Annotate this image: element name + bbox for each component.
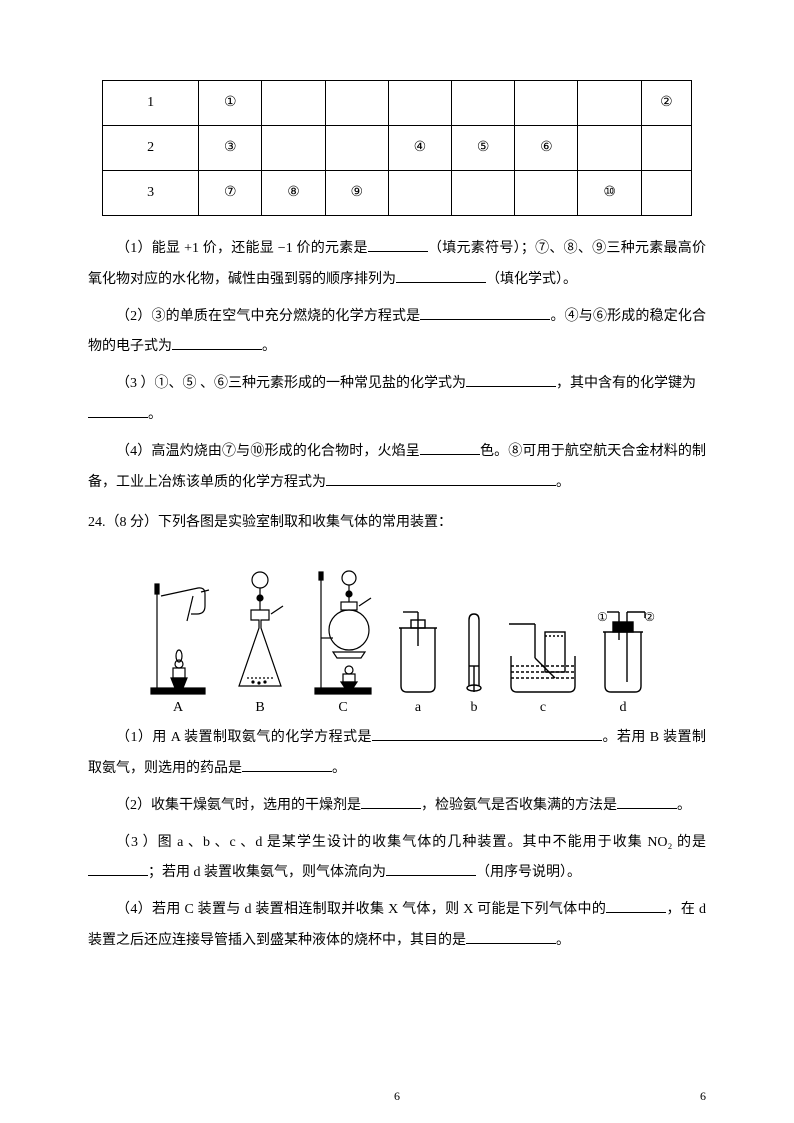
d-port-2: ②: [644, 604, 655, 630]
blank: [466, 372, 556, 387]
blank: [466, 929, 556, 944]
blank: [420, 440, 480, 455]
apparatus-b: b: [457, 606, 491, 717]
apparatus-A-svg: [143, 566, 213, 696]
s2-mid: ，检验氨气是否收集满的方法是: [421, 798, 617, 813]
cell-r2-c3: [325, 126, 388, 171]
s2-end: 。: [677, 798, 691, 813]
blank: [396, 268, 486, 283]
cell-r1-c3: [325, 81, 388, 126]
blank: [88, 403, 148, 418]
question-4: （4）高温灼烧由⑦与⑩形成的化合物时，火焰呈色。⑧可用于航空航天合金材料的制备，…: [88, 437, 706, 499]
cell-r2-c8: [641, 126, 691, 171]
apparatus-c-svg: [505, 606, 581, 696]
q1-pre: （1）能显 +1 价，还能显 −1 价的元素是: [116, 241, 368, 256]
apparatus-C: C: [307, 566, 379, 717]
apparatus-A: A: [143, 566, 213, 717]
sub-3: （3 ）图 a 、b 、c 、d 是某学生设计的收集气体的几种装置。其中不能用于…: [88, 828, 706, 890]
label-B: B: [255, 700, 264, 717]
blank: [326, 471, 556, 486]
apparatus-a: a: [393, 606, 443, 717]
cell-r3-num: 3: [103, 171, 199, 216]
cell-r3-c3: ⑨: [325, 171, 388, 216]
page-number-center: 6: [394, 1083, 400, 1109]
cell-r3-c7: ⑩: [578, 171, 641, 216]
apparatus-figure: A B: [88, 557, 706, 717]
cell-r3-c5: [452, 171, 515, 216]
sub-1: （1）用 A 装置制取氨气的化学方程式是。若用 B 装置制取氨气，则选用的药品是…: [88, 723, 706, 785]
apparatus-B: B: [227, 566, 293, 717]
cell-r1-c1: ①: [199, 81, 262, 126]
apparatus-a-svg: [393, 606, 443, 696]
label-d: d: [620, 700, 627, 717]
s4-pre: （4）若用 C 装置与 d 装置相连制取并收集 X 气体，则 X 可能是下列气体…: [116, 902, 606, 917]
cell-r3-c8: [641, 171, 691, 216]
q2-pre: （2）③的单质在空气中充分燃烧的化学方程式是: [116, 309, 420, 324]
blank: [372, 726, 602, 741]
s3-end: （用序号说明）。: [476, 865, 581, 880]
s4-end: 。: [556, 933, 570, 948]
label-c: c: [540, 700, 546, 717]
blank: [88, 861, 148, 876]
apparatus-b-svg: [457, 606, 491, 696]
s1-pre: （1）用 A 装置制取氨气的化学方程式是: [116, 730, 372, 745]
q4-end: 。: [556, 475, 570, 490]
d-port-1: ①: [597, 604, 608, 630]
question-2: （2）③的单质在空气中充分燃烧的化学方程式是。④与⑥形成的稳定化合物的电子式为。: [88, 302, 706, 364]
blank: [386, 861, 476, 876]
cell-r1-c6: [515, 81, 578, 126]
cell-r3-c1: ⑦: [199, 171, 262, 216]
page-number-right: 6: [700, 1083, 706, 1109]
blank: [368, 237, 428, 252]
question-24-head: 24.（8 分）下列各图是实验室制取和收集气体的常用装置：: [88, 508, 706, 539]
label-a: a: [415, 700, 421, 717]
cell-r2-num: 2: [103, 126, 199, 171]
cell-r1-c5: [452, 81, 515, 126]
q3-pre: （3 ）①、⑤ 、⑥三种元素形成的一种常见盐的化学式为: [116, 376, 466, 391]
apparatus-B-svg: [227, 566, 293, 696]
cell-r2-c7: [578, 126, 641, 171]
apparatus-d: ① ② d: [595, 606, 651, 717]
cell-r3-c4: [388, 171, 451, 216]
q3-mid: ，其中含有的化学键为: [556, 376, 696, 391]
blank: [172, 335, 262, 350]
q4-pre: （4）高温灼烧由⑦与⑩形成的化合物时，火焰呈: [116, 444, 420, 459]
sub-2: （2）收集干燥氨气时，选用的干燥剂是 ，检验氨气是否收集满的方法是 。: [88, 791, 706, 822]
blank: [242, 757, 332, 772]
blank: [420, 305, 550, 320]
periodic-table: 1 ① ② 2 ③ ④ ⑤ ⑥ 3 ⑦ ⑧ ⑨: [102, 80, 692, 216]
label-A: A: [173, 700, 183, 717]
question-3: （3 ）①、⑤ 、⑥三种元素形成的一种常见盐的化学式为 ，其中含有的化学键为。: [88, 369, 706, 431]
blank: [606, 898, 666, 913]
apparatus-C-svg: [307, 566, 379, 696]
cell-r2-c1: ③: [199, 126, 262, 171]
cell-r2-c2: [262, 126, 325, 171]
q2-end: 。: [262, 339, 276, 354]
label-b: b: [471, 700, 478, 717]
blank: [617, 794, 677, 809]
cell-r3-c6: [515, 171, 578, 216]
apparatus-c: c: [505, 606, 581, 717]
cell-r2-c4: ④: [388, 126, 451, 171]
sub-4: （4）若用 C 装置与 d 装置相连制取并收集 X 气体，则 X 可能是下列气体…: [88, 895, 706, 957]
s3-pre: （3 ）图 a 、b 、c 、d 是某学生设计的收集气体的几种装置。其中不能用于…: [116, 835, 706, 850]
q1-end: （填化学式）。: [486, 272, 577, 287]
question-1: （1）能显 +1 价，还能显 −1 价的元素是（填元素符号）；⑦、⑧、⑨三种元素…: [88, 234, 706, 296]
cell-r1-num: 1: [103, 81, 199, 126]
cell-r1-c8: ②: [641, 81, 691, 126]
cell-r1-c2: [262, 81, 325, 126]
cell-r1-c7: [578, 81, 641, 126]
q3-end: 。: [148, 407, 162, 422]
cell-r2-c5: ⑤: [452, 126, 515, 171]
s2-pre: （2）收集干燥氨气时，选用的干燥剂是: [116, 798, 361, 813]
cell-r2-c6: ⑥: [515, 126, 578, 171]
label-C: C: [338, 700, 347, 717]
s3-mid: ；若用 d 装置收集氨气，则气体流向为: [148, 865, 386, 880]
blank: [361, 794, 421, 809]
cell-r1-c4: [388, 81, 451, 126]
cell-r3-c2: ⑧: [262, 171, 325, 216]
s1-end: 。: [332, 761, 346, 776]
